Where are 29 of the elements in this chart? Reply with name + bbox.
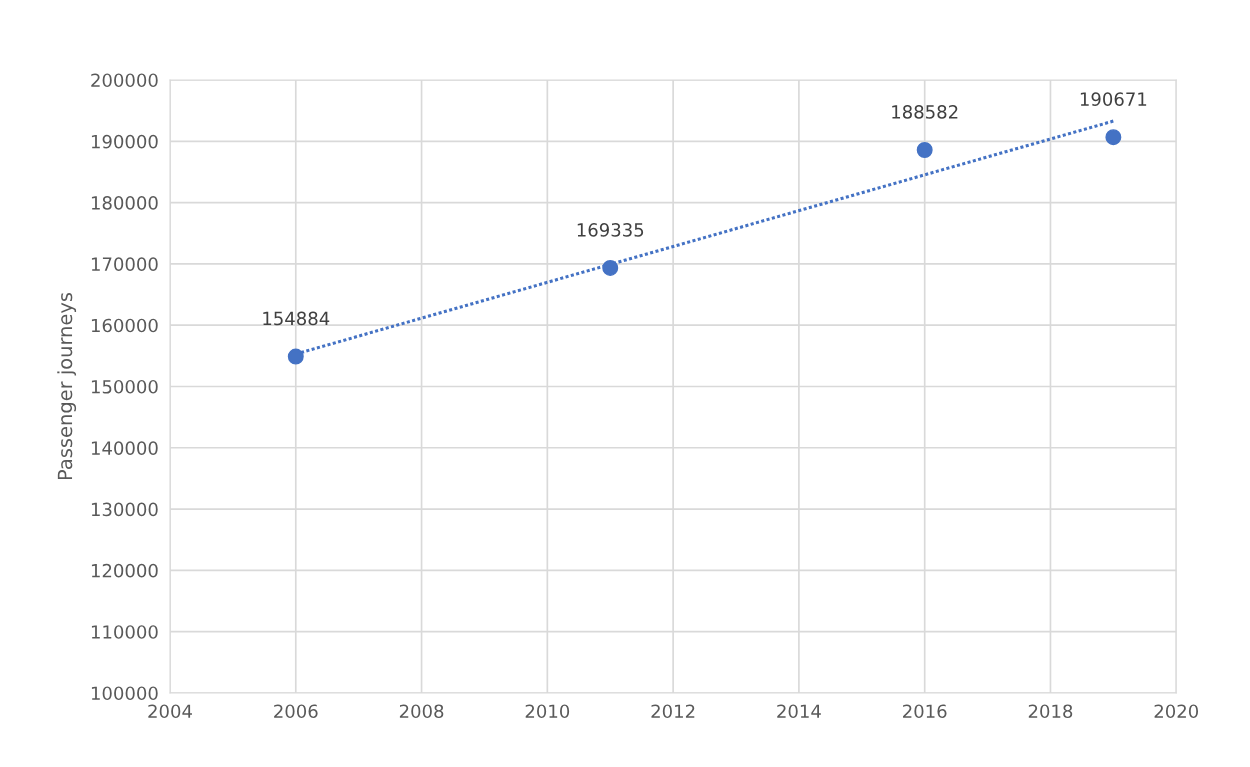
y-tick-label: 110000 [91, 625, 158, 639]
y-axis-title: Passenger journeys [57, 292, 77, 480]
point [1105, 129, 1122, 146]
x-tick-label: 2004 [148, 704, 192, 719]
x-tick-label: 2008 [399, 704, 444, 719]
y-tick-label: 150000 [91, 379, 158, 394]
data-label: 188582 [892, 105, 958, 119]
y-tick-label: 170000 [91, 257, 158, 272]
point [287, 348, 304, 365]
x-tick-label: 2016 [903, 704, 947, 719]
x-tick-label: 2006 [274, 704, 318, 719]
data-label: 169335 [577, 223, 644, 237]
y-tick-label: 180000 [91, 196, 158, 210]
x-tick-label: 2018 [1028, 704, 1073, 719]
y-tick-label: 160000 [91, 318, 158, 333]
x-tick-label: 2014 [777, 704, 821, 719]
data-label: 190671 [1080, 92, 1147, 106]
y-tick-label: 120000 [91, 563, 158, 578]
x-tick-label: 2012 [651, 704, 695, 719]
x-tick-label: 2010 [525, 704, 570, 719]
y-tick-label: 100000 [91, 686, 158, 701]
y-tick-label: 190000 [91, 134, 158, 149]
point [602, 259, 619, 276]
data-label: 154884 [263, 311, 330, 326]
y-tick-label: 200000 [91, 73, 158, 88]
y-tick-label: 130000 [91, 502, 158, 517]
y-tick-label: 140000 [91, 441, 158, 455]
x-tick-label: 2020 [1154, 704, 1199, 719]
point [916, 142, 933, 158]
